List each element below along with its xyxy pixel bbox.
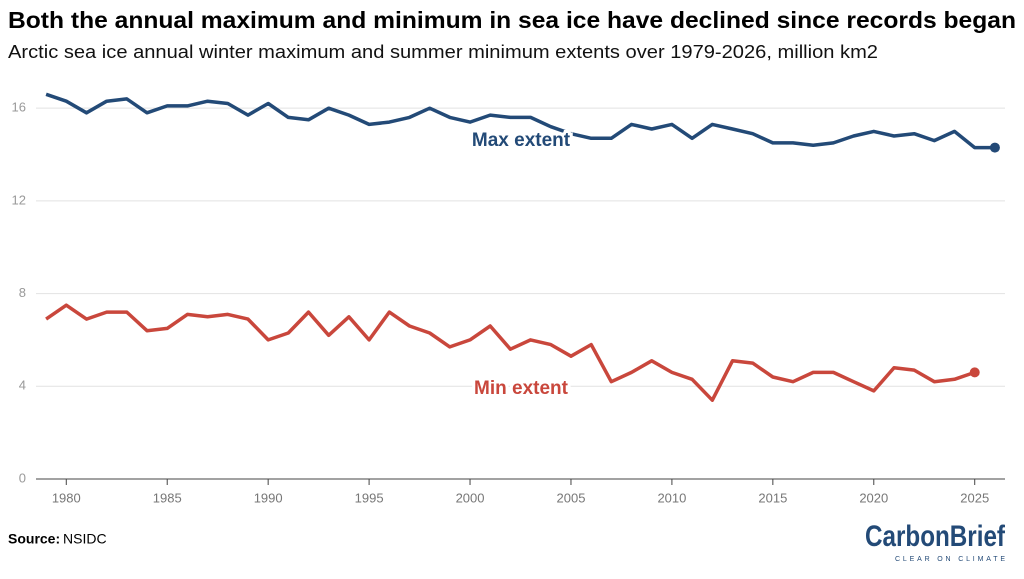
- series-line: [45, 303, 976, 402]
- x-tick-label: 2010: [657, 490, 686, 505]
- source: NSIDC: [63, 531, 107, 547]
- x-tick-label: 1985: [153, 490, 182, 505]
- end-point: [989, 142, 1000, 153]
- logo: CarbonBrief: [865, 520, 1006, 553]
- y-tick-label: 16: [12, 100, 26, 115]
- y-tick-label: 0: [19, 470, 26, 485]
- series-label: Max extent: [472, 130, 571, 151]
- chart-title: Both the annual maximum and minimum in s…: [8, 7, 1016, 33]
- x-tick-label: 1990: [254, 490, 283, 505]
- y-tick-label: 12: [12, 192, 26, 207]
- x-tick-label: 2025: [960, 490, 989, 505]
- x-tick-label: 2015: [758, 490, 787, 505]
- y-tick-label: 4: [19, 378, 26, 393]
- y-tick-label: 8: [19, 285, 26, 300]
- x-tick-label: 1995: [355, 490, 384, 505]
- x-tick-label: 1980: [52, 490, 81, 505]
- end-point: [969, 367, 980, 378]
- x-tick-label: 2005: [557, 490, 586, 505]
- x-tick-label: 2000: [456, 490, 485, 505]
- source-label: Source:: [8, 531, 60, 547]
- x-tick-label: 2020: [859, 490, 888, 505]
- series-label: Min extent: [474, 378, 569, 399]
- chart-subtitle: Arctic sea ice annual winter maximum and…: [8, 42, 878, 62]
- series-line: [45, 92, 995, 150]
- logo-tagline: CLEAR ON CLIMATE: [895, 556, 1005, 563]
